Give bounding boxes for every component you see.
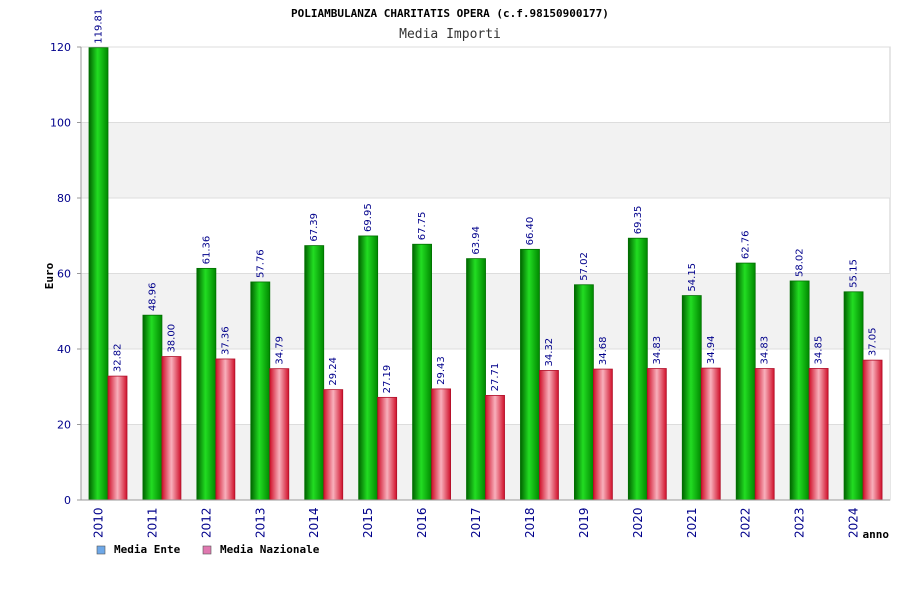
x-tick-label: 2019 bbox=[577, 507, 591, 538]
data-label: 55.15 bbox=[849, 259, 860, 288]
data-label: 67.75 bbox=[417, 212, 428, 241]
data-label: 34.94 bbox=[706, 335, 717, 364]
bar-media-ente-2015 bbox=[358, 235, 379, 501]
plot-band bbox=[81, 122, 890, 198]
y-axis-ticks: 0 20 40 60 80 100 120 bbox=[50, 41, 81, 507]
x-tick-label: 2011 bbox=[145, 507, 159, 538]
data-label: 57.02 bbox=[579, 252, 590, 281]
x-tick-label: 2021 bbox=[685, 507, 699, 538]
x-tick-label: 2014 bbox=[307, 507, 321, 538]
x-tick-label: 2015 bbox=[361, 507, 375, 538]
data-label: 32.82 bbox=[113, 343, 124, 372]
bar-media-nazionale-2019 bbox=[593, 368, 613, 501]
bar-media-ente-2014 bbox=[304, 245, 325, 501]
chart-subtitle: Media Importi bbox=[399, 27, 501, 42]
legend-swatch-media-ente bbox=[96, 545, 106, 555]
bar-media-nazionale-2014 bbox=[323, 389, 344, 501]
bar-media-nazionale-2022 bbox=[754, 368, 775, 501]
data-label: 58.02 bbox=[795, 248, 806, 277]
bar-media-nazionale-2021 bbox=[700, 367, 721, 501]
data-label: 62.76 bbox=[741, 230, 752, 259]
data-label: 29.43 bbox=[436, 356, 447, 385]
legend: Media Ente Media Nazionale bbox=[96, 543, 320, 556]
bar-media-ente-2018 bbox=[520, 248, 540, 501]
data-label: 61.36 bbox=[201, 236, 212, 265]
data-label: 119.81 bbox=[94, 9, 105, 44]
bar-media-nazionale-2020 bbox=[646, 368, 667, 501]
bar-media-ente-2012 bbox=[196, 267, 217, 501]
x-axis-ticks: 2010 2011 2012 2013 2014 2015 2016 2017 2018 2019… bbox=[81, 499, 890, 538]
x-tick-label: 2018 bbox=[523, 507, 537, 538]
data-label: 63.94 bbox=[471, 226, 482, 255]
x-tick-label: 2022 bbox=[739, 507, 753, 538]
bar-media-nazionale-2013 bbox=[269, 368, 290, 501]
bar-media-ente-2019 bbox=[574, 284, 594, 501]
bars bbox=[88, 47, 883, 501]
data-label: 34.68 bbox=[598, 336, 609, 365]
bar-media-ente-2023 bbox=[789, 280, 810, 501]
x-tick-label: 2013 bbox=[253, 507, 267, 538]
bar-media-ente-2022 bbox=[735, 262, 756, 501]
bar-media-nazionale-2017 bbox=[485, 394, 505, 501]
data-label: 34.32 bbox=[544, 338, 555, 367]
data-label: 57.76 bbox=[255, 249, 266, 278]
bar-media-ente-2017 bbox=[466, 258, 486, 501]
bar-media-ente-2021 bbox=[681, 295, 702, 501]
y-axis-label: Euro bbox=[43, 262, 56, 289]
bar-media-nazionale-2015 bbox=[377, 396, 398, 501]
bar-media-ente-2020 bbox=[627, 237, 648, 501]
x-tick-label: 2017 bbox=[469, 507, 483, 538]
bar-media-ente-2010 bbox=[88, 47, 109, 501]
data-label: 67.39 bbox=[309, 213, 320, 242]
bar-media-nazionale-2024 bbox=[862, 359, 883, 501]
data-label: 48.96 bbox=[147, 283, 158, 312]
data-label: 34.83 bbox=[652, 336, 663, 365]
legend-label-media-ente: Media Ente bbox=[114, 543, 181, 556]
y-tick-label: 40 bbox=[57, 343, 71, 356]
y-tick-label: 0 bbox=[64, 494, 71, 507]
bar-media-nazionale-2010 bbox=[107, 375, 128, 501]
data-label: 38.00 bbox=[166, 324, 177, 353]
y-tick-label: 120 bbox=[50, 41, 71, 54]
chart-title: POLIAMBULANZA CHARITATIS OPERA (c.f.9815… bbox=[291, 7, 609, 20]
bar-media-nazionale-2011 bbox=[161, 356, 182, 501]
bar-media-nazionale-2012 bbox=[215, 358, 236, 501]
data-label: 54.15 bbox=[687, 263, 698, 292]
x-axis-label: anno bbox=[863, 528, 890, 541]
bar-media-ente-2011 bbox=[142, 314, 163, 501]
data-label: 69.95 bbox=[363, 203, 374, 232]
bar-value-labels: 119.81 32.82 48.96 38.00 61.36 37.36 57.76 34.7… bbox=[94, 9, 879, 394]
y-tick-label: 20 bbox=[57, 419, 71, 432]
x-tick-label: 2012 bbox=[199, 507, 213, 538]
bar-media-ente-2013 bbox=[250, 281, 271, 501]
bar-media-nazionale-2018 bbox=[539, 370, 559, 501]
data-label: 27.19 bbox=[382, 365, 393, 394]
x-tick-label: 2024 bbox=[847, 507, 861, 538]
bar-media-nazionale-2023 bbox=[808, 368, 829, 501]
bar-media-nazionale-2016 bbox=[431, 388, 452, 501]
data-label: 29.24 bbox=[328, 357, 339, 386]
data-label: 37.36 bbox=[220, 326, 231, 355]
legend-swatch-media-nazionale bbox=[202, 545, 212, 555]
data-label: 34.79 bbox=[274, 336, 285, 365]
y-tick-label: 60 bbox=[57, 268, 71, 281]
legend-label-media-nazionale: Media Nazionale bbox=[220, 543, 320, 556]
data-label: 37.05 bbox=[868, 327, 879, 356]
y-tick-label: 80 bbox=[57, 192, 71, 205]
x-tick-label: 2016 bbox=[415, 507, 429, 538]
data-label: 69.35 bbox=[633, 206, 644, 235]
x-tick-label: 2010 bbox=[92, 507, 106, 538]
y-tick-label: 100 bbox=[50, 117, 71, 130]
x-tick-label: 2023 bbox=[793, 507, 807, 538]
bar-media-ente-2024 bbox=[843, 291, 864, 501]
x-tick-label: 2020 bbox=[631, 507, 645, 538]
data-label: 34.83 bbox=[760, 336, 771, 365]
bar-media-ente-2016 bbox=[412, 243, 433, 501]
data-label: 34.85 bbox=[814, 336, 825, 365]
data-label: 66.40 bbox=[525, 217, 536, 246]
data-label: 27.71 bbox=[490, 363, 501, 392]
